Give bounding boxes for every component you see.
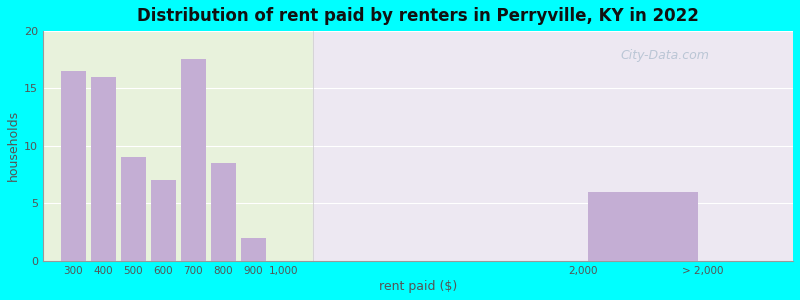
Bar [150,180,175,261]
Bar [313,31,793,261]
Bar [241,238,266,261]
Bar [90,77,115,261]
Bar [588,192,698,261]
Bar [43,31,313,261]
Bar [181,59,206,261]
Title: Distribution of rent paid by renters in Perryville, KY in 2022: Distribution of rent paid by renters in … [137,7,699,25]
Bar [210,163,235,261]
Bar [121,158,146,261]
Text: City-Data.com: City-Data.com [621,49,710,62]
Y-axis label: households: households [7,110,20,182]
Bar [61,71,86,261]
X-axis label: rent paid ($): rent paid ($) [379,280,458,293]
